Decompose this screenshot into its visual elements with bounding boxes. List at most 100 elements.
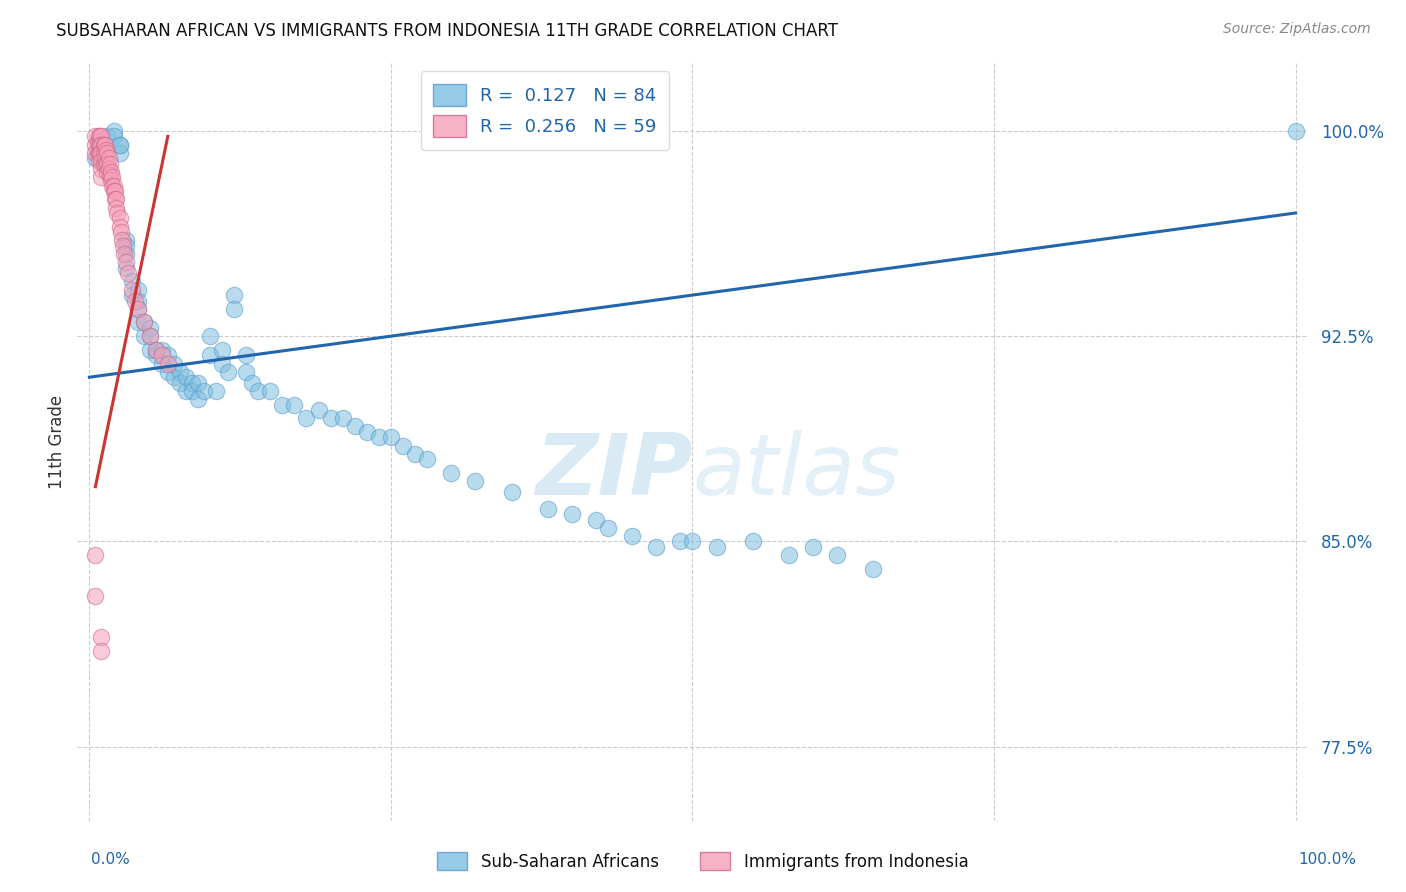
Point xyxy=(145,348,167,362)
Point xyxy=(127,301,149,316)
Point xyxy=(87,153,110,168)
Point xyxy=(561,507,583,521)
Point xyxy=(96,165,118,179)
Point xyxy=(100,165,122,179)
Point xyxy=(392,439,415,453)
Point xyxy=(87,145,110,160)
Point xyxy=(240,376,263,390)
Point xyxy=(97,162,120,177)
Point xyxy=(295,411,318,425)
Point xyxy=(235,348,257,362)
Point xyxy=(87,129,110,144)
Point xyxy=(150,343,173,357)
Point xyxy=(308,403,330,417)
Text: 100.0%: 100.0% xyxy=(1299,852,1357,867)
Point xyxy=(741,534,763,549)
Point xyxy=(205,384,228,398)
Point xyxy=(156,357,179,371)
Point xyxy=(621,529,644,543)
Point xyxy=(332,411,354,425)
Point xyxy=(169,365,191,379)
Point xyxy=(93,145,115,160)
Point xyxy=(271,398,294,412)
Point xyxy=(121,274,143,288)
Point xyxy=(90,129,112,144)
Point xyxy=(138,329,160,343)
Point xyxy=(127,316,149,330)
Point xyxy=(101,170,124,185)
Point xyxy=(90,137,112,152)
Point xyxy=(96,157,118,171)
Point xyxy=(100,173,122,187)
Point xyxy=(111,233,134,247)
Point xyxy=(108,145,131,160)
Point xyxy=(114,233,136,247)
Point xyxy=(138,321,160,335)
Point xyxy=(108,219,131,234)
Point xyxy=(96,145,118,160)
Point xyxy=(150,357,173,371)
Point xyxy=(121,283,143,297)
Point xyxy=(104,201,127,215)
Point xyxy=(108,137,131,152)
Point xyxy=(96,129,118,144)
Point xyxy=(174,384,197,398)
Point xyxy=(156,365,179,379)
Point xyxy=(112,247,135,261)
Point xyxy=(103,124,125,138)
Point xyxy=(98,168,121,182)
Point xyxy=(105,206,128,220)
Point xyxy=(145,343,167,357)
Point xyxy=(416,452,439,467)
Text: Source: ZipAtlas.com: Source: ZipAtlas.com xyxy=(1223,22,1371,37)
Point xyxy=(380,430,402,444)
Point xyxy=(1284,124,1306,138)
Point xyxy=(84,137,107,152)
Point xyxy=(150,348,173,362)
Point xyxy=(778,548,800,562)
Point xyxy=(108,211,131,226)
Point xyxy=(283,398,305,412)
Point xyxy=(87,145,110,160)
Point xyxy=(464,474,486,488)
Point xyxy=(90,162,112,177)
Point xyxy=(440,466,463,480)
Point xyxy=(180,376,202,390)
Point xyxy=(132,316,155,330)
Point xyxy=(319,411,342,425)
Point xyxy=(356,425,378,439)
Point xyxy=(96,143,118,157)
Point xyxy=(94,137,117,152)
Point xyxy=(90,153,112,168)
Point xyxy=(585,512,607,526)
Point xyxy=(90,644,112,658)
Point xyxy=(89,129,111,144)
Point xyxy=(367,430,389,444)
Point xyxy=(108,137,131,152)
Point xyxy=(156,348,179,362)
Point xyxy=(94,151,117,165)
Point xyxy=(247,384,270,398)
Point xyxy=(343,419,366,434)
Legend: R =  0.127   N = 84, R =  0.256   N = 59: R = 0.127 N = 84, R = 0.256 N = 59 xyxy=(420,71,669,150)
Point xyxy=(96,157,118,171)
Point xyxy=(89,145,111,160)
Point xyxy=(114,255,136,269)
Point xyxy=(84,151,107,165)
Text: SUBSAHARAN AFRICAN VS IMMIGRANTS FROM INDONESIA 11TH GRADE CORRELATION CHART: SUBSAHARAN AFRICAN VS IMMIGRANTS FROM IN… xyxy=(56,22,838,40)
Point xyxy=(187,392,209,406)
Point xyxy=(127,293,149,308)
Point xyxy=(217,365,239,379)
Point xyxy=(235,365,257,379)
Point xyxy=(87,137,110,152)
Point xyxy=(187,376,209,390)
Point xyxy=(103,178,125,193)
Point xyxy=(90,170,112,185)
Y-axis label: 11th Grade: 11th Grade xyxy=(48,394,66,489)
Point xyxy=(537,501,560,516)
Point xyxy=(87,135,110,149)
Point xyxy=(84,145,107,160)
Text: 0.0%: 0.0% xyxy=(91,852,131,867)
Point xyxy=(825,548,848,562)
Point xyxy=(596,521,619,535)
